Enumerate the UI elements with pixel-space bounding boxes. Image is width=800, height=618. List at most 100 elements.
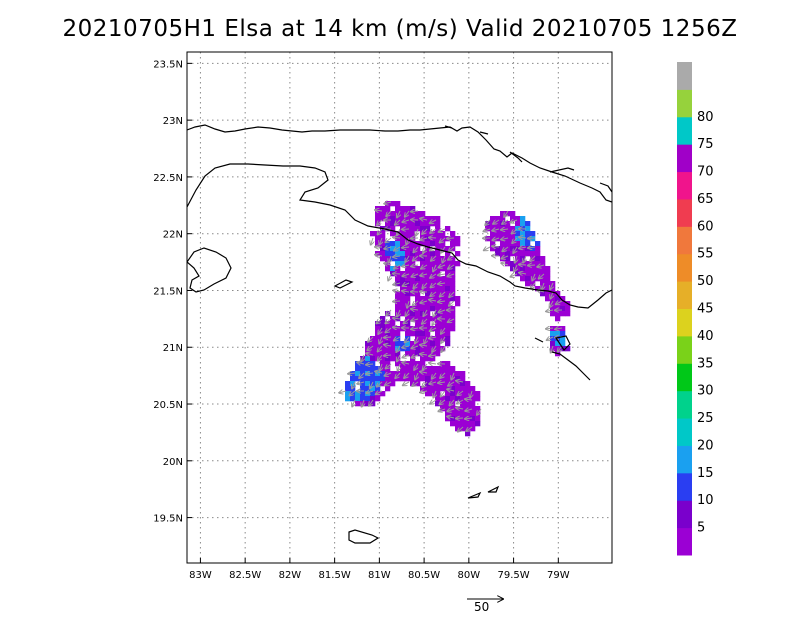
wind-cell — [445, 276, 451, 282]
colorbar-label: 60 — [697, 219, 714, 234]
wind-vector — [412, 274, 419, 277]
wind-cell — [390, 231, 396, 237]
colorbar-bin — [677, 253, 692, 282]
wind-cell — [465, 386, 471, 392]
wind-cell — [435, 396, 441, 402]
wind-cell — [390, 321, 396, 327]
wind-vector — [550, 300, 553, 307]
wind-cell — [465, 391, 471, 397]
wind-cell — [440, 381, 446, 387]
wind-vector — [420, 345, 428, 346]
wind-cell — [445, 266, 451, 272]
colorbar-bin — [677, 390, 692, 419]
colorbar-label: 10 — [697, 493, 714, 508]
wind-vector — [420, 238, 428, 240]
wind-vector — [441, 246, 446, 253]
wind-cell — [435, 231, 441, 237]
wind-cell — [375, 236, 381, 242]
wind-cell — [375, 241, 381, 247]
wind-cell — [395, 256, 401, 262]
wind-cell — [365, 341, 371, 347]
wind-cell — [510, 261, 516, 267]
wind-cell — [520, 231, 526, 237]
wind-cell — [365, 396, 371, 402]
wind-vector — [402, 274, 410, 276]
wind-vector — [379, 336, 382, 343]
wind-cell — [390, 211, 396, 217]
wind-cell — [460, 391, 466, 397]
wind-vector — [402, 247, 410, 248]
coastline-key-7 — [551, 351, 591, 381]
wind-cell — [460, 426, 466, 432]
wind-cell — [420, 361, 426, 367]
wind-cell — [435, 331, 441, 337]
wind-cell — [370, 391, 376, 397]
wind-cell — [410, 371, 416, 377]
wind-cell — [510, 231, 516, 237]
wind-cell — [545, 286, 551, 292]
wind-cell — [440, 386, 446, 392]
wind-vector — [411, 211, 419, 212]
wind-vector — [556, 301, 563, 304]
wind-vector — [416, 228, 418, 236]
wind-cell — [410, 226, 416, 232]
wind-cell — [400, 251, 406, 257]
coastline-cuba-south — [187, 163, 612, 309]
wind-cell — [450, 321, 456, 327]
wind-vector — [384, 202, 392, 204]
wind-cell — [435, 271, 441, 277]
wind-vector — [403, 283, 410, 286]
wind-cell — [460, 421, 466, 427]
wind-cell — [415, 351, 421, 357]
lat-tick-label: 23.5N — [153, 59, 183, 70]
wind-cell — [415, 226, 421, 232]
wind-cell — [435, 251, 441, 257]
wind-cell — [380, 331, 386, 337]
wind-cell — [565, 306, 571, 312]
wind-vector — [378, 354, 383, 361]
wind-vector — [430, 328, 437, 331]
wind-cell — [425, 236, 431, 242]
wind-vector — [423, 363, 428, 370]
wind-cell — [560, 331, 566, 337]
wind-vector — [465, 418, 473, 419]
wind-vector — [375, 371, 383, 373]
wind-cell — [450, 386, 456, 392]
wind-cell — [560, 341, 566, 347]
wind-vector — [510, 220, 518, 223]
wind-cell — [415, 306, 421, 312]
wind-cell — [390, 221, 396, 227]
wind-cell — [400, 341, 406, 347]
wind-cell — [500, 226, 506, 232]
wind-cell — [435, 246, 441, 252]
wind-cell — [460, 396, 466, 402]
wind-vector — [465, 399, 473, 400]
wind-vector — [430, 400, 437, 404]
wind-vector — [420, 391, 428, 392]
wind-cell — [405, 231, 411, 237]
colorbar-label: 50 — [697, 274, 714, 289]
wind-cell — [515, 251, 521, 257]
wind-cell — [400, 326, 406, 332]
wind-vector — [366, 391, 374, 393]
plot-frame — [186, 51, 613, 564]
wind-cell — [455, 396, 461, 402]
wind-vector — [441, 345, 445, 352]
wind-vector — [413, 246, 419, 252]
wind-cell — [370, 336, 376, 342]
wind-cell — [490, 231, 496, 237]
wind-vector — [384, 337, 392, 338]
wind-cell — [450, 406, 456, 412]
wind-cell — [520, 266, 526, 272]
wind-cell — [485, 236, 491, 242]
wind-cell — [380, 391, 386, 397]
wind-cell — [380, 381, 386, 387]
wind-cell — [385, 361, 391, 367]
wind-cell — [560, 296, 566, 302]
wind-cell — [415, 286, 421, 292]
wind-vector — [348, 373, 356, 374]
wind-vector — [412, 381, 419, 386]
wind-cell — [450, 286, 456, 292]
wind-vector — [385, 318, 392, 323]
wind-cell — [425, 241, 431, 247]
